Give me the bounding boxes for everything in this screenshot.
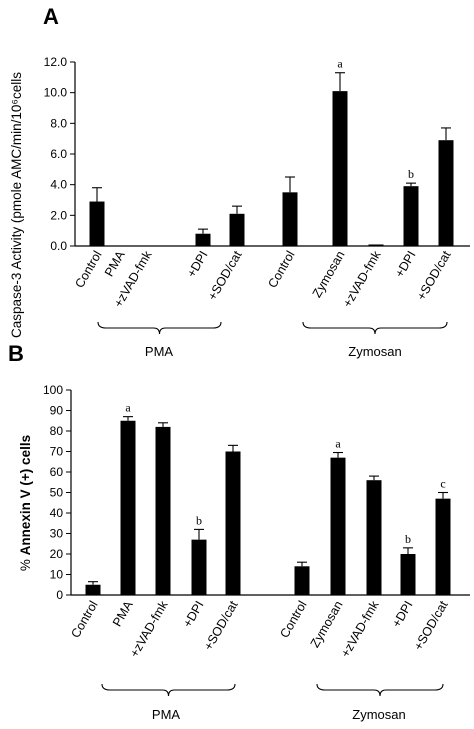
panel-b-category-label: +DPI (389, 599, 415, 630)
panel-a-category-label: +SOD/cat (414, 248, 454, 303)
panel-b-group-label-pma: PMA (152, 707, 181, 722)
panel-b-category-label: Control (68, 599, 100, 641)
panel-a-letter: A (43, 4, 59, 29)
panel-b-bar (294, 566, 310, 595)
panel-a-bar (229, 213, 245, 246)
panel-b-category-label: +SOD/cat (201, 598, 241, 653)
panel-a-group-label-pma: PMA (145, 344, 174, 359)
panel-b-category-label: Control (277, 599, 309, 641)
panel-a-bar (332, 91, 348, 246)
panel-a-category-label: +SOD/cat (205, 248, 245, 303)
panel-b-category-label: +zVAD-fmk (338, 598, 382, 660)
panel-b-group-label-zymosan: Zymosan (352, 707, 405, 722)
panel-a-y-tick-label: 12.0 (44, 55, 68, 69)
panel-b-category-label: +DPI (180, 599, 206, 630)
panel-b-significance-label: b (405, 532, 411, 546)
panel-a-group-label-zymosan: Zymosan (348, 344, 401, 359)
panel-a-y-tick-label: 0.0 (50, 239, 67, 253)
panel-b-category-label: +SOD/cat (411, 598, 451, 653)
panel-a-y-tick-label: 10.0 (44, 86, 68, 100)
panel-b-y-tick-label: 40 (50, 506, 64, 520)
panel-b-y-tick-label: 50 (50, 486, 64, 500)
panel-a-y-axis-label: Caspase-3 Activity (pmole AMC/min/10⁶cel… (9, 72, 24, 338)
panel-b-bar (85, 584, 101, 595)
panel-a-group-brace (302, 321, 448, 335)
panel-b-letter: B (8, 341, 24, 366)
panel-b-y-tick-label: 100 (43, 383, 63, 397)
panel-b-y-axis-label-prefix: % (18, 555, 33, 571)
panel-a-bar (368, 244, 384, 246)
panel-b-significance-label: c (440, 477, 445, 491)
panel-b-y-tick-label: 70 (50, 445, 64, 459)
panel-a-category-label: +DPI (392, 249, 418, 280)
panel-b-bar (400, 554, 416, 595)
panel-a-bar (89, 201, 105, 246)
panel-b-significance-label: b (196, 513, 202, 527)
panel-a-bar (282, 192, 298, 246)
panel-b-y-tick-label: 60 (50, 465, 64, 479)
panel-b-category-label: Zymosan (308, 598, 346, 650)
panel-b-bar (225, 451, 241, 595)
panel-a-category-label: +zVAD-fmk (340, 248, 384, 310)
panel-b-bar (155, 426, 171, 595)
panel-b-significance-label: a (125, 401, 131, 415)
panel-a-y-tick-label: 2.0 (50, 208, 67, 222)
panel-b-y-tick-label: 0 (56, 588, 63, 602)
panel-a-category-label: +DPI (184, 249, 210, 280)
panel-b-significance-label: a (335, 437, 341, 451)
panel-a-category-label: Control (72, 249, 104, 291)
panel-a-group-brace (97, 321, 222, 335)
panel-a-significance-label: a (337, 57, 343, 71)
panel-b-bar (435, 498, 451, 595)
panel-b-y-axis-label-text: Annexin V (+) cells (18, 435, 33, 555)
panel-b-y-tick-label: 90 (50, 404, 64, 418)
panel-b-y-tick-label: 30 (50, 527, 64, 541)
panel-a-y-tick-label: 4.0 (50, 178, 67, 192)
panel-b-y-tick-label: 80 (50, 424, 64, 438)
panel-b-category-label: PMA (110, 598, 136, 629)
panel-a-category-label: Zymosan (310, 248, 348, 300)
panel-b-bar (120, 420, 136, 595)
panel-b-y-axis-label: % Annexin V (+) cells (18, 435, 33, 571)
panel-b-y-tick-label: 10 (50, 568, 64, 582)
panel-b-bar (330, 457, 346, 595)
panel-b-group-brace (316, 683, 444, 697)
panel-a-bar (438, 140, 454, 246)
panel-a-category-label: PMA (102, 248, 128, 279)
panel-b-group-brace (101, 683, 236, 697)
panel-b-bar (191, 539, 207, 595)
panel-a-y-tick-label: 8.0 (50, 116, 67, 130)
panel-a-bar (195, 233, 211, 246)
panel-a-category-label: Control (265, 249, 297, 291)
panel-a-bar (403, 186, 419, 246)
panel-b-bar (366, 480, 382, 595)
panel-a-y-tick-label: 6.0 (50, 147, 67, 161)
panel-b-y-tick-label: 20 (50, 547, 64, 561)
panel-a-significance-label: b (408, 167, 414, 181)
